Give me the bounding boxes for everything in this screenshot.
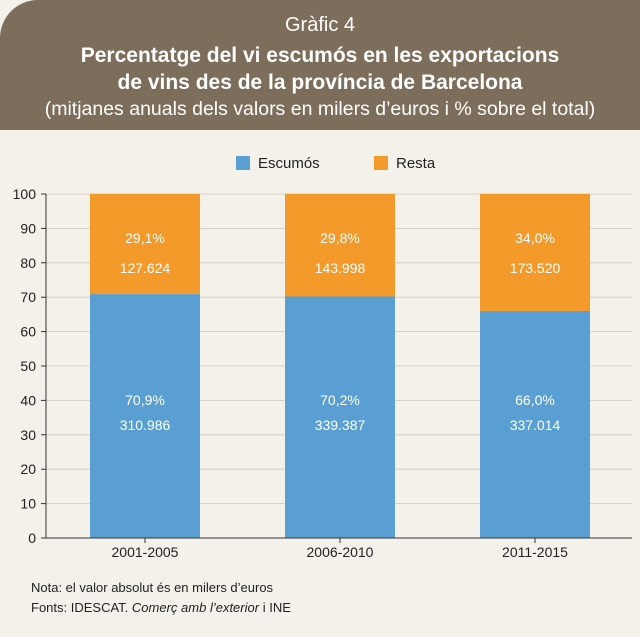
x-tick-label: 2001-2005 — [112, 544, 179, 560]
legend-label-resta: Resta — [396, 155, 436, 172]
bars — [90, 194, 590, 538]
y-tick-label: 80 — [20, 255, 36, 271]
chart-legend: Escumós Resta — [236, 155, 436, 172]
y-tick-label: 90 — [20, 220, 36, 236]
data-label-resta-pct: 29,1% — [125, 230, 165, 246]
chart-notes: Nota: el valor absolut és en milers d’eu… — [31, 578, 291, 618]
legend-label-escumos: Escumós — [258, 155, 320, 172]
data-label-resta-pct: 34,0% — [515, 230, 555, 246]
legend-swatch-resta — [374, 156, 388, 170]
data-label-escumos-value: 339.387 — [315, 417, 366, 433]
sources-italic: Comerç amb l’exterior — [131, 600, 260, 615]
data-label-resta-value: 173.520 — [510, 260, 561, 276]
data-label-escumos-pct: 70,2% — [320, 392, 360, 408]
bar-escumos — [480, 310, 590, 538]
data-label-escumos-pct: 66,0% — [515, 392, 555, 408]
chart-subtitle: (mitjanes anuals dels valors en milers d… — [44, 98, 596, 120]
bar-resta — [285, 194, 395, 297]
y-tick-label: 0 — [28, 530, 36, 546]
x-tick-label: 2006-2010 — [307, 544, 374, 560]
y-tick-label: 10 — [20, 496, 36, 512]
data-labels: 70,9% 310.986 29,1% 127.624 70,2% 339.387 29,8… — [120, 230, 561, 433]
data-label-resta-value: 127.624 — [120, 260, 171, 276]
chart-title-line-2: de vins des de la província de Barcelona — [117, 71, 523, 94]
sources-text: Fonts: IDESCAT. Comerç amb l’exterior i … — [31, 598, 291, 618]
y-tick-label: 50 — [20, 358, 36, 374]
y-tick-label: 70 — [20, 289, 36, 305]
y-tick-label: 40 — [20, 392, 36, 408]
axes: 0 10 20 30 40 50 60 70 80 90 100 2001-2005 2006-2010… — [13, 186, 632, 560]
x-tick-label: 2011-2015 — [502, 544, 568, 560]
data-label-escumos-value: 310.986 — [120, 417, 171, 433]
sources-prefix: Fonts: IDESCAT. — [31, 600, 129, 615]
figure-label: Gràfic 4 — [284, 14, 356, 36]
data-label-resta-value: 143.998 — [315, 260, 366, 276]
bar-resta — [90, 194, 200, 295]
y-tick-label: 60 — [20, 324, 36, 340]
bar-escumos — [90, 294, 200, 538]
data-label-escumos-value: 337.014 — [510, 417, 561, 433]
y-tick-label: 100 — [13, 186, 37, 202]
data-label-resta-pct: 29,8% — [320, 230, 360, 246]
note-text: Nota: el valor absolut és en milers d’eu… — [31, 580, 274, 595]
bar-escumos — [285, 296, 395, 538]
y-tick-label: 20 — [20, 461, 36, 477]
y-tick-label: 30 — [20, 427, 36, 443]
bar-resta — [480, 194, 590, 311]
chart-title-line-1: Percentatge del vi escumós en les export… — [80, 44, 560, 67]
data-label-escumos-pct: 70,9% — [125, 392, 165, 408]
legend-swatch-escumos — [236, 156, 250, 170]
chart-header: Gràfic 4 Percentatge del vi escumós en l… — [0, 0, 640, 130]
sources-suffix: i INE — [262, 600, 291, 615]
